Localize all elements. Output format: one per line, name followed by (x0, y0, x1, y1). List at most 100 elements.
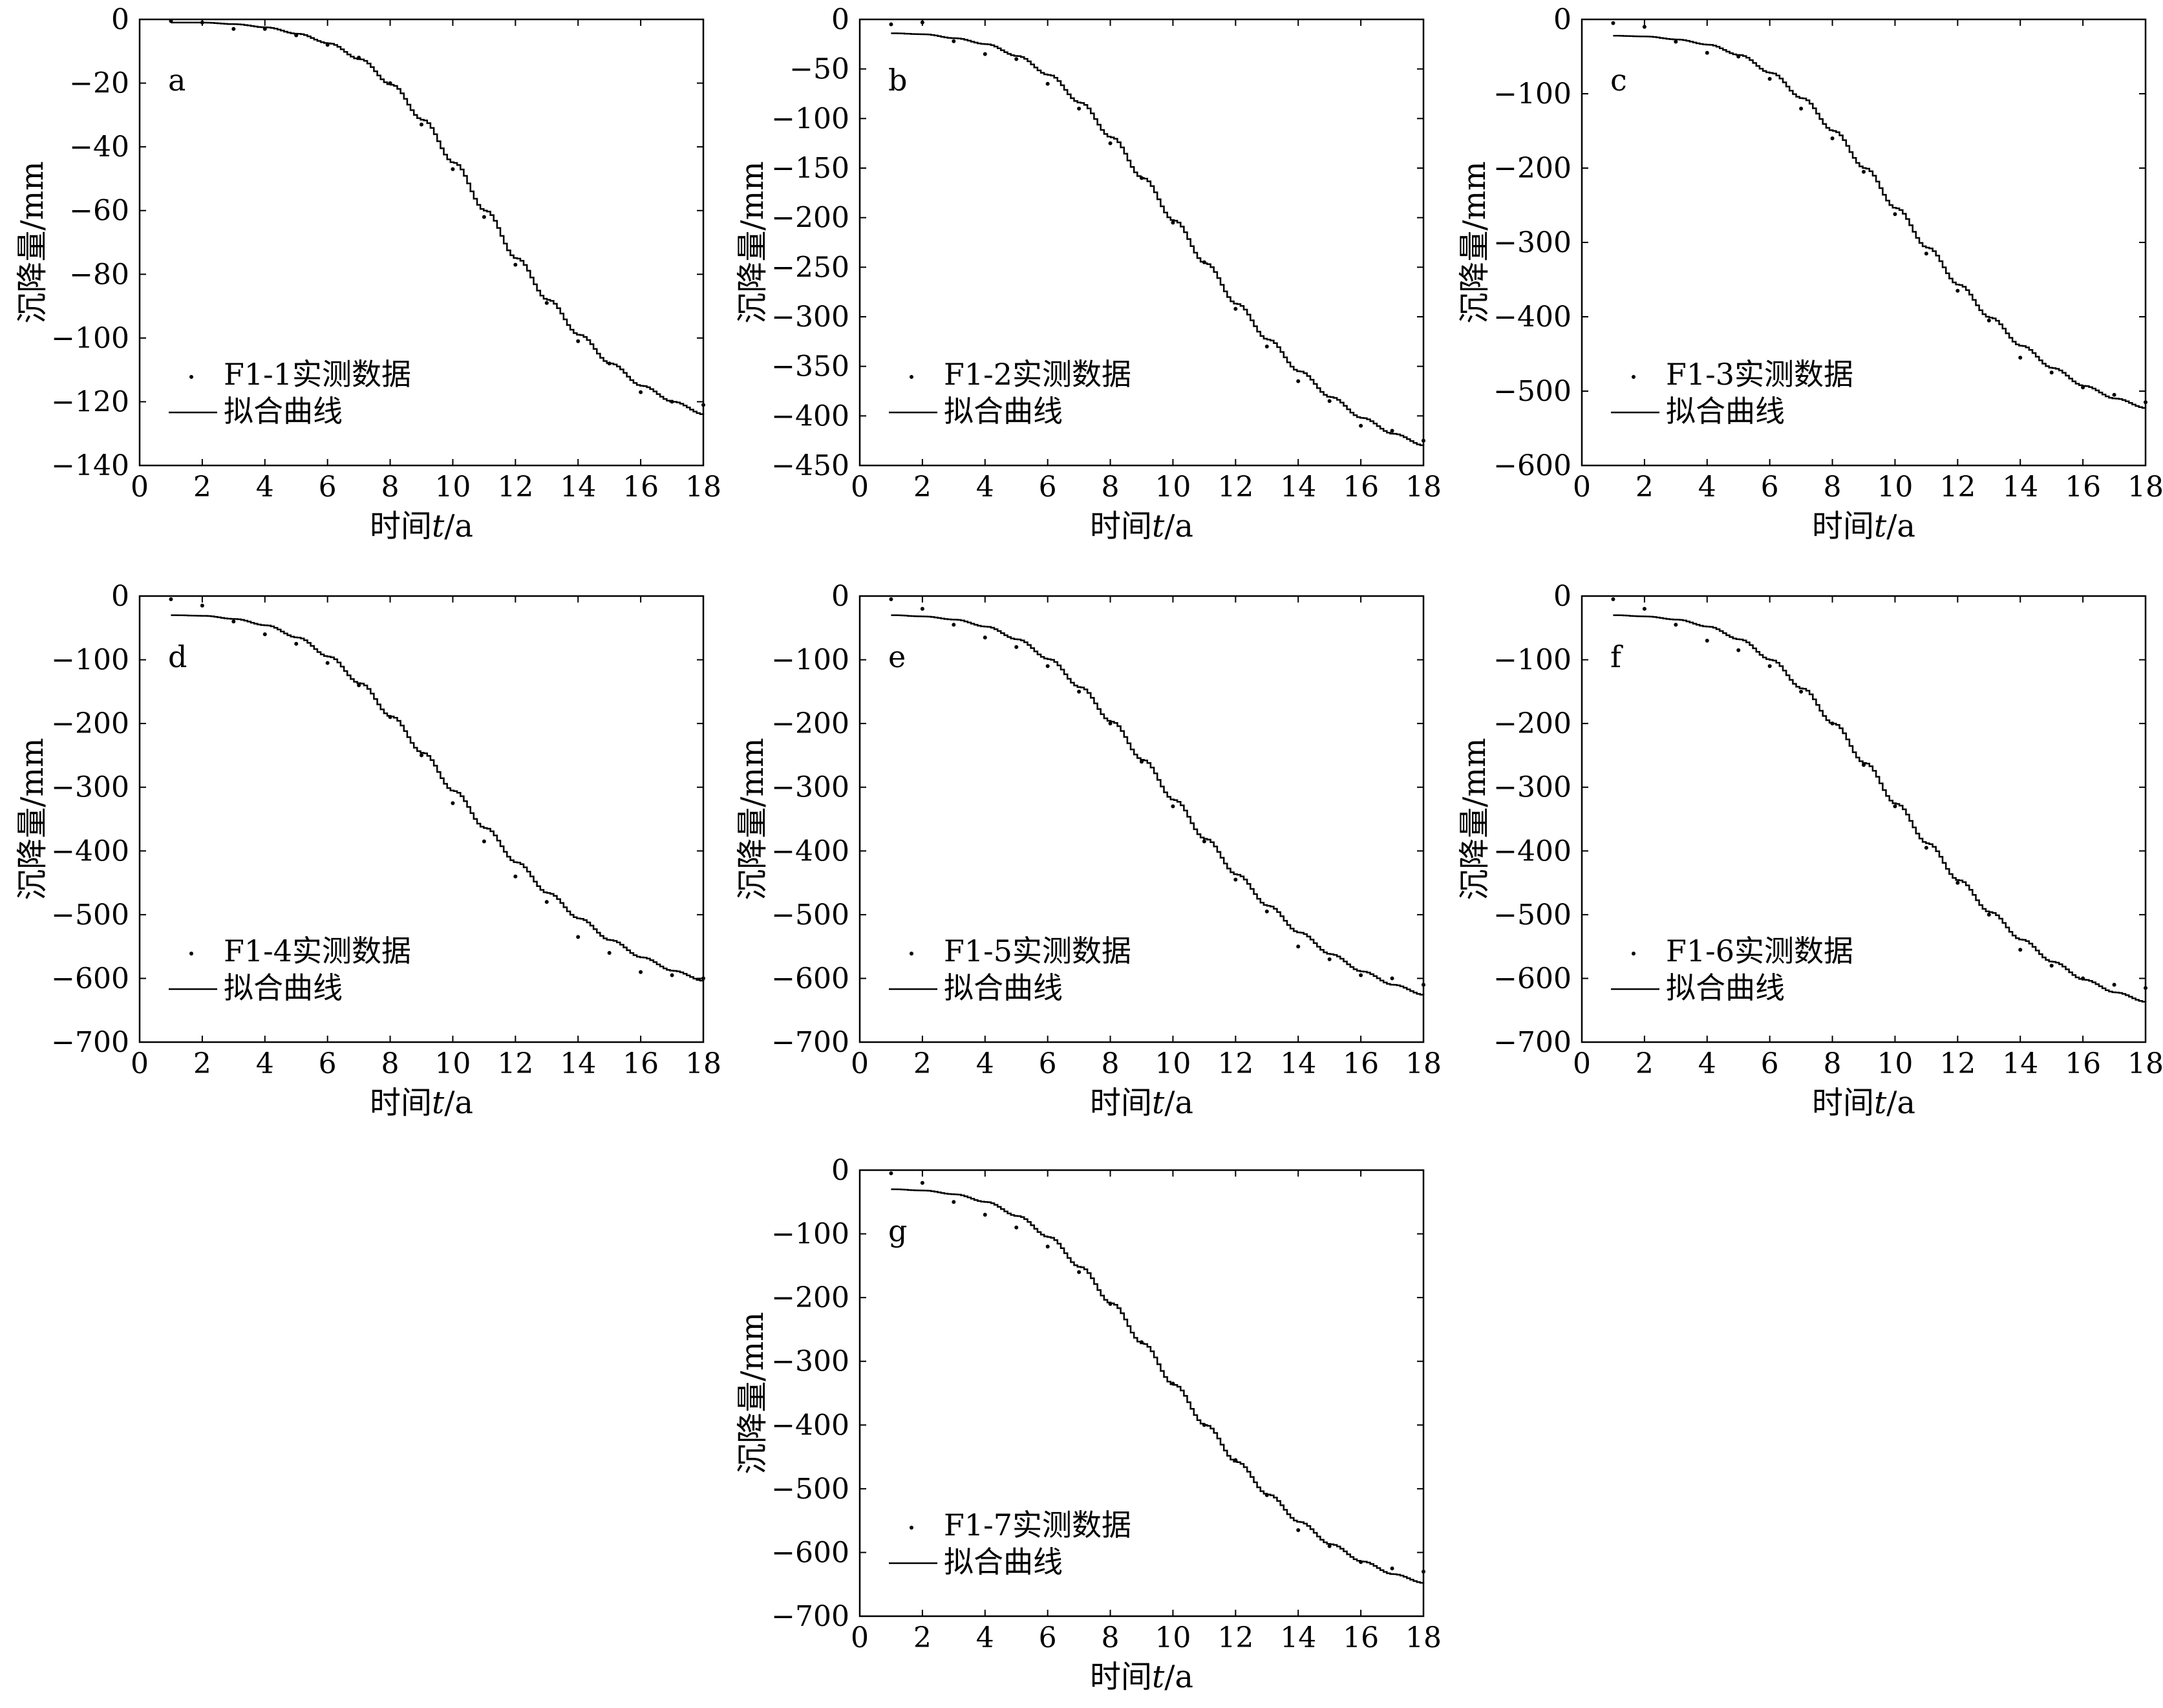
measured-point (325, 43, 330, 47)
y-tick-label: −50 (789, 53, 849, 86)
x-tick-label: 14 (1280, 1047, 1316, 1080)
x-tick-label: 2 (1636, 471, 1654, 504)
x-tick-label: 0 (131, 471, 149, 504)
measured-point (701, 403, 705, 407)
measured-point (294, 641, 299, 646)
y-tick-label: −400 (1493, 835, 1572, 868)
panel-letter: f (1610, 639, 1623, 674)
y-tick-label: 0 (1553, 580, 1572, 613)
chart-panel-c: 0 2 4 6 8 10 12 14 16 18 0 −100 −200 −300 −400 −500 −600… (1456, 3, 2163, 544)
measured-point (920, 606, 924, 611)
x-tick-label: 16 (1343, 471, 1379, 504)
y-tick-label: −400 (771, 835, 849, 868)
x-tick-label: 16 (623, 471, 659, 504)
x-tick-label: 2 (193, 471, 211, 504)
measured-point (1108, 721, 1113, 726)
x-tick-label: 16 (1343, 1621, 1379, 1654)
y-tick-label: −100 (771, 644, 849, 677)
legend-fit-label: 拟合曲线 (1666, 970, 1785, 1005)
x-tick-label: 2 (913, 1621, 932, 1654)
x-tick-label: 8 (1102, 1047, 1120, 1080)
x-tick-label: 6 (1039, 1047, 1057, 1080)
x-tick-label: 12 (1217, 1047, 1253, 1080)
measured-point (513, 874, 518, 879)
y-tick-label: 0 (111, 580, 129, 613)
x-tick-label: 10 (1155, 1621, 1191, 1654)
measured-point (2081, 385, 2085, 390)
x-tick-label: 16 (623, 1047, 659, 1080)
measured-point (1233, 306, 1238, 311)
measured-point (1767, 77, 1772, 81)
legend-point-marker (1632, 375, 1636, 379)
measured-point (1987, 318, 1991, 323)
y-tick-label: −100 (771, 102, 849, 135)
measured-point (2049, 370, 2054, 375)
measured-point (1233, 1458, 1238, 1462)
legend-measured-label: F1-6实测数据 (1666, 934, 1853, 968)
x-tick-label: 18 (2127, 1047, 2163, 1080)
measured-point (1924, 251, 1928, 256)
panel-letter: c (1610, 63, 1627, 98)
measured-point (1264, 1493, 1269, 1497)
measured-point (1202, 1423, 1206, 1427)
x-tick-label: 14 (1280, 471, 1316, 504)
x-tick-label: 8 (1824, 1047, 1842, 1080)
y-tick-label: −20 (69, 67, 129, 100)
x-tick-label: 6 (319, 471, 337, 504)
measured-point (2018, 356, 2023, 360)
chart-panel-b: 0 2 4 6 8 10 12 14 16 18 0 −50 −100 −150 −200 −250 −300 −… (734, 3, 1442, 544)
fit-curve (171, 21, 705, 415)
x-tick-label: 18 (2127, 471, 2163, 504)
y-tick-label: −500 (771, 899, 849, 932)
x-tick-label: 18 (1405, 1047, 1442, 1080)
measured-point (1108, 1302, 1113, 1306)
measured-point (1767, 664, 1772, 668)
x-tick-label: 10 (1877, 471, 1913, 504)
y-tick-label: −100 (1493, 644, 1572, 677)
measured-point (1893, 804, 1897, 809)
measured-point (952, 1200, 956, 1204)
x-tick-label: 18 (685, 471, 721, 504)
x-tick-label: 8 (1102, 471, 1120, 504)
x-tick-label: 2 (1636, 1047, 1654, 1080)
x-tick-label: 18 (1405, 1621, 1442, 1654)
x-tick-label: 12 (497, 471, 533, 504)
measured-point (1736, 648, 1741, 652)
x-tick-label: 18 (685, 1047, 721, 1080)
x-tick-label: 10 (1155, 471, 1191, 504)
y-tick-label: −400 (1493, 301, 1572, 334)
measured-point (357, 683, 361, 687)
fit-curve (1613, 614, 2147, 1003)
measured-point (983, 1213, 987, 1217)
measured-point (889, 22, 893, 27)
panel-letter: g (888, 1213, 907, 1248)
chart-panel-g: 0 2 4 6 8 10 12 14 16 18 0 −100 −200 −300 −400 −500 −600… (734, 1154, 1442, 1695)
legend-fit-label: 拟合曲线 (944, 970, 1063, 1005)
measured-point (1830, 721, 1835, 726)
measured-point (1799, 689, 1804, 694)
measured-point (1171, 804, 1175, 809)
plot-frame (858, 1169, 1425, 1617)
measured-point (1642, 25, 1646, 29)
plot-frame (1581, 595, 2147, 1043)
x-tick-label: 8 (381, 1047, 400, 1080)
measured-point (920, 20, 924, 25)
measured-point (294, 33, 299, 37)
measured-point (2081, 976, 2085, 981)
y-tick-label: −60 (69, 195, 129, 228)
x-axis-label: 时间t/a (1090, 1085, 1193, 1121)
measured-point (513, 262, 518, 267)
y-tick-label: −500 (51, 899, 129, 932)
y-tick-label: −600 (771, 1536, 849, 1569)
y-tick-label: 0 (831, 3, 849, 36)
measured-point (1108, 141, 1113, 145)
measured-point (639, 390, 643, 394)
x-tick-label: 4 (1698, 1047, 1716, 1080)
y-axis-label: 沉降量/mm (14, 738, 50, 900)
legend-fit-label: 拟合曲线 (224, 970, 343, 1005)
y-tick-label: −400 (51, 835, 129, 868)
measured-point (2144, 400, 2147, 405)
legend-point-marker (910, 1526, 913, 1530)
measured-point (1014, 57, 1019, 61)
y-axis-label: 沉降量/mm (734, 1312, 771, 1474)
